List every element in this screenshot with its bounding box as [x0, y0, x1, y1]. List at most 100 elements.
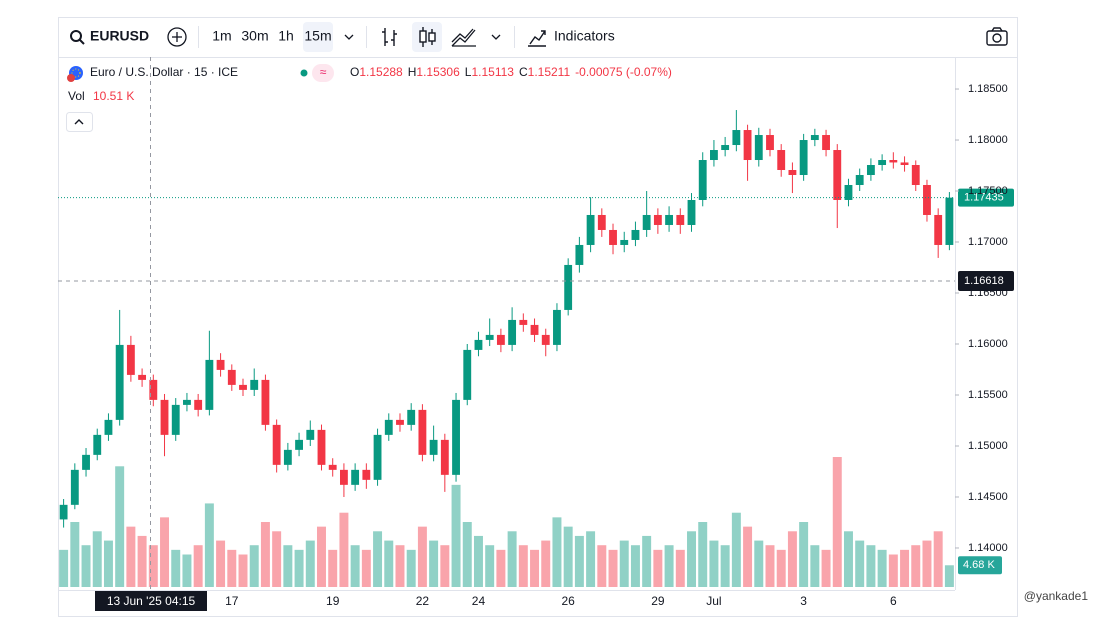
volume-bar — [743, 526, 753, 587]
volume-badge-label: 4.68 K — [963, 559, 995, 571]
volume-bar — [350, 545, 360, 587]
volume-bar — [754, 540, 764, 587]
collapse-button[interactable] — [66, 112, 93, 132]
market-status — [300, 69, 308, 77]
time-tick-label: 29 — [651, 594, 665, 608]
volume-bar — [776, 549, 786, 587]
candle-body — [620, 239, 629, 245]
candle-body — [732, 130, 741, 146]
volume-bar — [193, 545, 203, 587]
candle-body — [519, 319, 528, 325]
candle-body — [373, 434, 382, 480]
price-tick-label: 1.18500 — [968, 83, 1008, 95]
volume-bar — [922, 540, 932, 587]
volume-bar — [216, 540, 226, 587]
time-tick-label: 3 — [800, 594, 807, 608]
style-dropdown[interactable] — [491, 34, 501, 40]
ohlc-key: O — [350, 65, 359, 79]
candle-body — [149, 379, 158, 400]
volume-bar — [70, 522, 80, 587]
vol-label: Vol — [68, 89, 85, 103]
candle-body — [810, 135, 819, 141]
volume-bar — [126, 526, 136, 587]
volume-bar — [496, 549, 506, 587]
candle-body — [586, 214, 595, 245]
candle-body — [138, 374, 147, 380]
candle-body — [362, 469, 371, 480]
interval-selected — [303, 22, 333, 52]
candle-body — [283, 449, 292, 465]
ohlc-key: L — [465, 65, 472, 79]
candle-body — [653, 214, 662, 225]
interval[interactable]: 30m — [241, 28, 268, 44]
volume-bar — [530, 549, 540, 587]
volume-bar — [294, 549, 304, 587]
candle-body — [306, 429, 315, 440]
volume-bar — [485, 545, 495, 587]
volume-bar — [328, 549, 338, 587]
time-tick-label: 24 — [472, 594, 486, 608]
time-tick-label: 17 — [225, 594, 239, 608]
area-style[interactable] — [451, 28, 476, 47]
chart-frame — [58, 17, 1018, 617]
candle-body — [575, 244, 584, 265]
interval[interactable]: 1h — [278, 28, 294, 44]
volume-bar — [462, 522, 472, 587]
volume-bar — [81, 545, 91, 587]
volume-bar — [675, 549, 685, 587]
volume-bar — [440, 545, 450, 587]
volume-bar — [507, 531, 517, 587]
volume-bar — [597, 545, 607, 587]
volume-bar — [843, 531, 853, 587]
volume-bar — [552, 517, 562, 587]
legend-title: Euro / U.S. Dollar · 15 · ICE — [90, 65, 238, 79]
indicators-button[interactable]: Indicators — [528, 28, 615, 47]
volume-bar — [406, 549, 416, 587]
price-tick-label: 1.17500 — [968, 185, 1008, 197]
volume-bar — [653, 549, 663, 587]
volume-bar — [384, 540, 394, 587]
time-tick-label: 6 — [890, 594, 897, 608]
compare-button[interactable] — [167, 27, 187, 47]
candle-body — [59, 504, 68, 520]
price-tick-label: 1.15500 — [968, 389, 1008, 401]
price-tick-label: 1.14000 — [968, 542, 1008, 554]
volume-bar — [148, 545, 158, 587]
volume-bar — [361, 549, 371, 587]
symbol: EURUSD — [90, 28, 149, 44]
candle-body — [171, 404, 180, 435]
interval[interactable]: 15m — [304, 28, 331, 44]
candle-body — [227, 369, 236, 385]
interval[interactable]: 1m — [212, 28, 231, 44]
last-price-label: 1.17435 — [964, 192, 1004, 204]
candle-body — [508, 319, 517, 345]
volume-bar — [518, 545, 528, 587]
volume-bar — [59, 549, 69, 587]
candle-body — [530, 324, 539, 335]
time-tick-label: 26 — [561, 594, 575, 608]
candle-body — [788, 170, 797, 176]
volume-bar — [821, 549, 831, 587]
volume-bar — [799, 522, 809, 587]
interval-dropdown[interactable] — [344, 34, 354, 40]
candle-body — [429, 439, 438, 455]
candle-body — [833, 150, 842, 200]
crosshair-time: 13 Jun '25 04:15 — [107, 594, 196, 608]
volume-bar — [339, 512, 349, 587]
candle-body — [70, 469, 79, 505]
candle-body — [743, 130, 752, 161]
candle-body — [250, 379, 259, 390]
bar-style[interactable] — [382, 28, 397, 46]
candle-body — [261, 379, 270, 425]
screenshot-button[interactable] — [986, 27, 1008, 46]
candle-body — [272, 424, 281, 465]
volume-bar — [160, 517, 170, 587]
price-tick-label: 1.18000 — [968, 134, 1008, 146]
volume-bar — [586, 531, 596, 587]
candle-body — [878, 160, 887, 166]
symbol-search[interactable]: EURUSD — [70, 28, 149, 45]
volume-bar — [709, 540, 719, 587]
candle-body — [698, 160, 707, 200]
volume-bar — [574, 535, 584, 587]
candle-style-selected[interactable] — [412, 22, 442, 52]
